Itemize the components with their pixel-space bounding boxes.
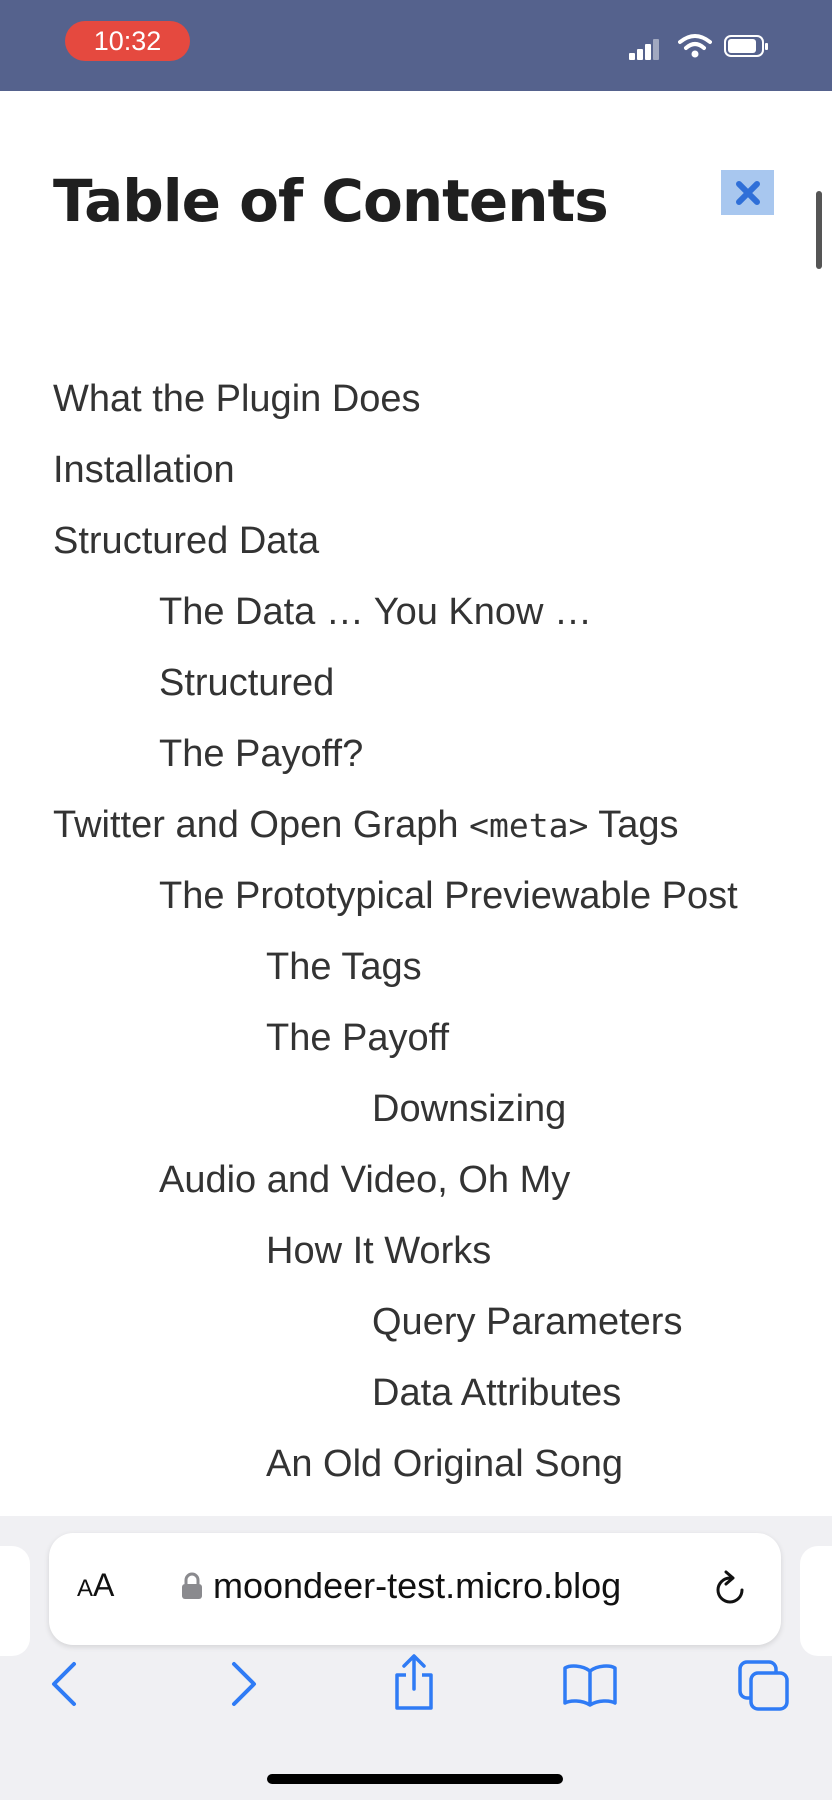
toc-link[interactable]: Downsizing: [372, 1088, 567, 1130]
url-text[interactable]: moondeer-test.micro.blog: [213, 1565, 622, 1606]
page-settings-button[interactable]: AA: [77, 1567, 114, 1604]
status-time: 10:32: [65, 21, 190, 61]
toc-link[interactable]: Data Attributes: [372, 1372, 622, 1414]
home-indicator[interactable]: [267, 1774, 563, 1784]
next-tab-preview[interactable]: [800, 1546, 832, 1656]
toc-link-text: Tags: [588, 804, 679, 846]
toc-link-code: <meta>: [469, 806, 589, 845]
toc-link[interactable]: An Old Original Song: [266, 1443, 623, 1485]
toc-link[interactable]: The Data … You Know …: [159, 591, 593, 633]
toc-link[interactable]: The Tags: [266, 946, 422, 988]
toc-link[interactable]: How It Works: [266, 1230, 492, 1272]
lock-icon: [182, 1572, 202, 1599]
toc-link[interactable]: Audio and Video, Oh My: [159, 1159, 571, 1201]
wifi-icon: [678, 34, 712, 58]
previous-tab-preview[interactable]: [0, 1546, 30, 1656]
toc-link[interactable]: Structured Data: [53, 520, 320, 562]
toc-link[interactable]: Installation: [53, 449, 235, 491]
toc-link[interactable]: What the Plugin Does: [53, 378, 421, 420]
cellular-signal-icon: [629, 38, 661, 60]
toc-link[interactable]: Query Parameters: [372, 1301, 683, 1343]
page-title: Table of Contents: [53, 167, 609, 235]
status-bar: 10:32: [0, 0, 832, 91]
toc-link[interactable]: The Payoff: [266, 1017, 450, 1059]
book-icon[interactable]: [562, 1663, 618, 1707]
battery-icon: [724, 35, 768, 57]
chevron-right-icon[interactable]: [228, 1659, 260, 1709]
address-bar[interactable]: AA moondeer-test.micro.blog: [49, 1533, 781, 1645]
close-button[interactable]: [721, 170, 774, 215]
tabs-icon[interactable]: [737, 1659, 791, 1713]
aa-small: A: [77, 1575, 94, 1602]
browser-bottom-bar: AA moondeer-test.micro.blog: [0, 1516, 832, 1800]
toc-link[interactable]: The Payoff?: [159, 733, 364, 775]
toc-link-text: Twitter and Open Graph: [53, 804, 470, 846]
chevron-left-icon[interactable]: [48, 1659, 80, 1709]
reload-icon[interactable]: [712, 1570, 748, 1608]
toc-link[interactable]: The Prototypical Previewable Post: [159, 875, 738, 917]
scroll-indicator[interactable]: [816, 191, 822, 269]
aa-large: A: [93, 1567, 115, 1603]
close-icon: [736, 181, 760, 205]
toc-link[interactable]: Twitter and Open Graph <meta> Tags: [53, 803, 678, 848]
toc-link[interactable]: Structured: [159, 662, 335, 704]
share-icon[interactable]: [391, 1653, 437, 1711]
toc-page: Table of Contents What the Plugin Does I…: [0, 91, 832, 1516]
